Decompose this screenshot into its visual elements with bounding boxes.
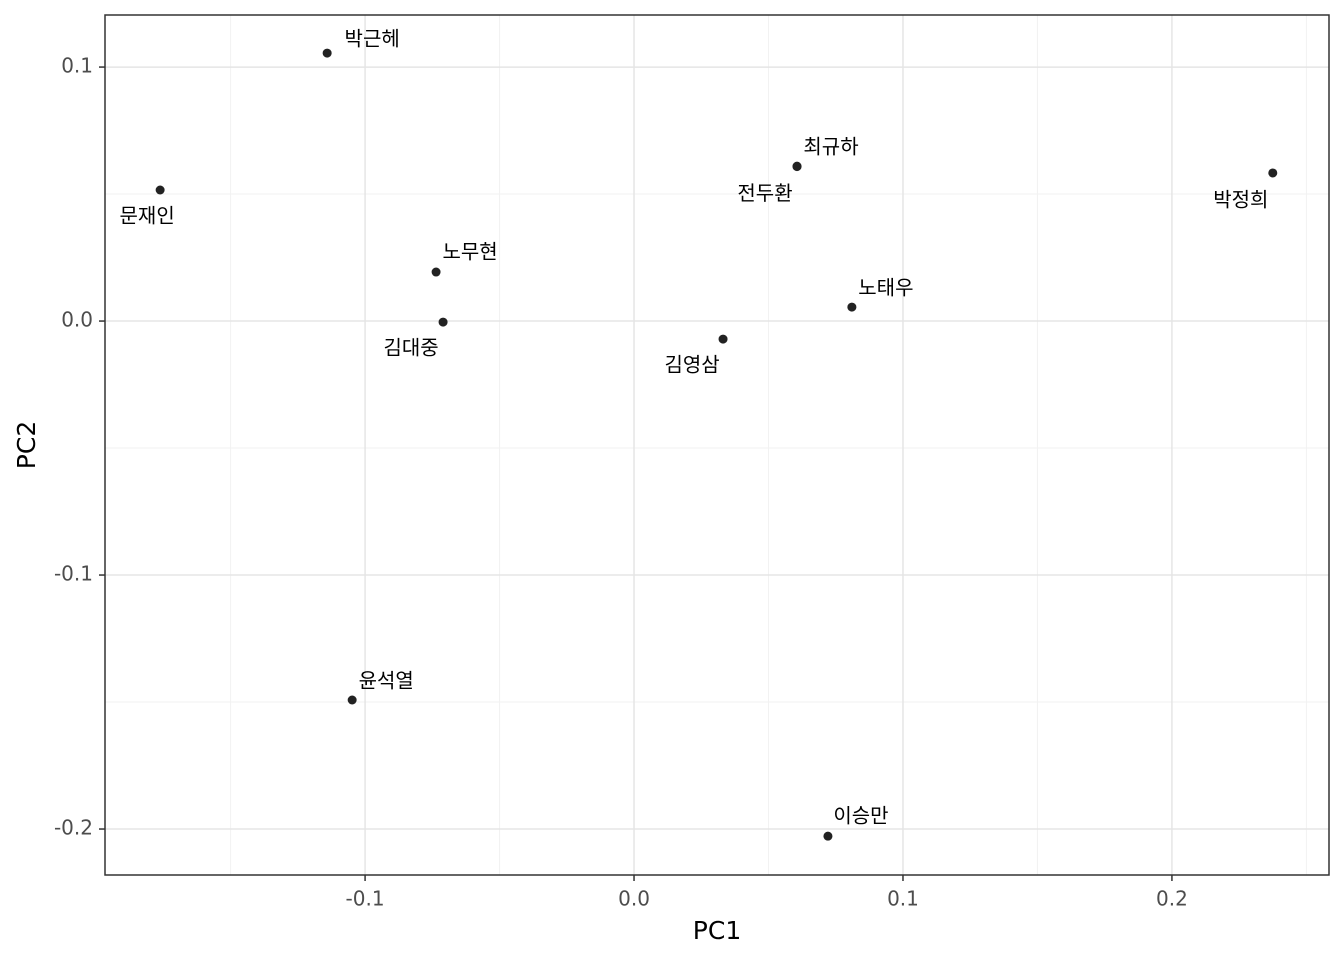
y-tick-label: 0.1 — [61, 54, 93, 78]
point-label: 박근헤 — [345, 27, 400, 51]
point-label: 박정희 — [1213, 187, 1268, 211]
x-tick-label: -0.1 — [346, 887, 385, 911]
point-label: 전두환 — [737, 181, 792, 205]
y-tick-label: -0.2 — [54, 816, 93, 840]
point-label: 이승만 — [833, 804, 888, 828]
y-tick-label: 0.0 — [61, 308, 93, 332]
point — [718, 334, 728, 344]
point-label: 노무현 — [442, 240, 497, 264]
plot-border — [104, 14, 1330, 876]
point-label: 문재인 — [120, 203, 175, 227]
y-axis-title: PC2 — [12, 421, 41, 469]
point — [823, 831, 833, 841]
x-axis-title: PC1 — [693, 916, 741, 945]
point-label: 최규하 — [803, 135, 858, 159]
point — [438, 317, 448, 327]
point — [347, 695, 357, 705]
point-label: 노태우 — [858, 276, 913, 300]
x-tick-label: 0.2 — [1156, 887, 1188, 911]
point — [431, 267, 441, 277]
point — [155, 185, 165, 195]
point — [1268, 168, 1278, 178]
point — [792, 162, 802, 172]
x-tick-label: 0.1 — [887, 887, 919, 911]
point-label: 김영삼 — [664, 353, 719, 377]
point — [322, 48, 332, 58]
point-label: 김대중 — [383, 336, 438, 360]
point-label: 윤석열 — [359, 669, 414, 693]
x-tick-label: 0.0 — [618, 887, 650, 911]
y-tick-label: -0.1 — [54, 562, 93, 586]
point — [847, 302, 857, 312]
